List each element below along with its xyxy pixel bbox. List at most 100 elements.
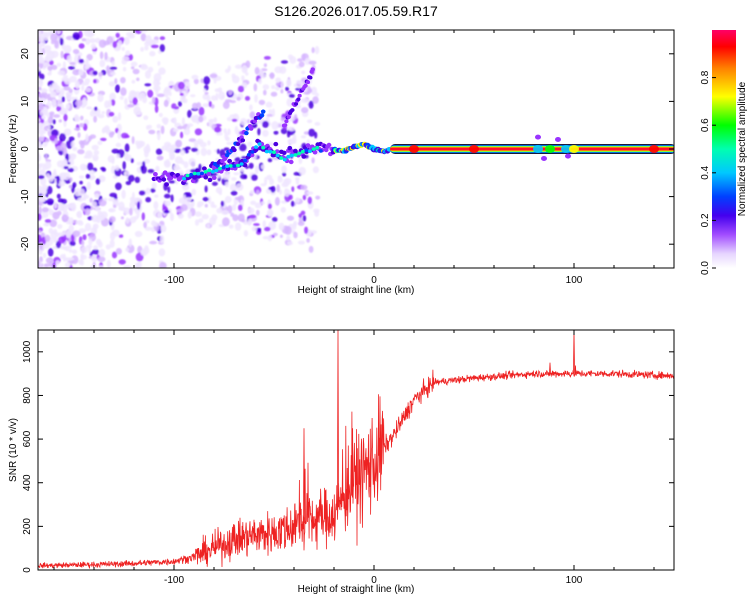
noise-blob <box>287 241 293 246</box>
noise-blob <box>67 217 74 226</box>
noise-blob <box>308 128 316 137</box>
noise-blob <box>174 128 179 132</box>
noise-blob <box>193 78 199 85</box>
noise-blob <box>109 92 116 101</box>
noise-blob <box>157 212 163 219</box>
noise-blob <box>273 130 279 135</box>
noise-blob <box>74 80 80 90</box>
noise-blob <box>114 165 120 171</box>
noise-blob <box>180 204 188 211</box>
noise-blob <box>302 194 307 201</box>
noise-blob <box>280 117 286 122</box>
noise-blob <box>70 141 75 148</box>
ridge-blob <box>300 149 305 154</box>
noise-blob <box>92 154 99 162</box>
spectrogram-xtick-label: 100 <box>566 275 583 286</box>
noise-blob <box>106 36 114 45</box>
snr-ytick-label: 800 <box>22 387 33 404</box>
noise-blob <box>125 180 132 186</box>
noise-blob <box>115 248 122 255</box>
ridge-blob <box>261 145 266 150</box>
noise-blob <box>140 47 145 52</box>
noise-blob <box>257 128 261 136</box>
noise-blob <box>182 98 188 104</box>
band-sidelobe <box>541 156 547 161</box>
noise-blob <box>38 96 42 105</box>
noise-blob <box>92 51 97 55</box>
ridge-blob <box>164 182 170 187</box>
ridge-blob <box>221 165 226 170</box>
noise-blob <box>177 125 184 130</box>
noise-blob <box>280 80 284 90</box>
noise-blob <box>125 32 134 37</box>
ridge-blob <box>182 176 186 181</box>
noise-blob <box>67 167 75 173</box>
noise-blob <box>203 76 211 85</box>
noise-blob <box>68 184 73 189</box>
noise-blob <box>281 165 287 173</box>
noise-blob <box>159 44 165 53</box>
noise-blob <box>62 61 66 70</box>
noise-blob <box>46 31 51 36</box>
band-sidelobe <box>555 137 561 142</box>
noise-blob <box>84 223 92 232</box>
noise-blob <box>245 60 251 69</box>
noise-blob <box>253 223 260 227</box>
noise-blob <box>125 50 131 56</box>
noise-blob <box>85 37 91 45</box>
noise-blob <box>264 176 268 186</box>
noise-blob <box>63 166 69 170</box>
noise-blob <box>38 185 43 190</box>
noise-blob <box>284 225 292 235</box>
noise-blob <box>186 126 190 131</box>
ridge-blob <box>243 158 248 163</box>
noise-blob <box>124 170 130 176</box>
noise-blob <box>216 207 223 214</box>
noise-blob <box>136 111 143 115</box>
noise-blob <box>279 234 283 238</box>
ridge-blob <box>225 164 230 168</box>
noise-blob <box>264 226 271 232</box>
noise-blob <box>124 97 128 106</box>
noise-blob <box>180 160 185 165</box>
noise-blob <box>243 230 249 237</box>
noise-blob <box>187 109 192 118</box>
noise-blob <box>216 148 220 154</box>
noise-blob <box>156 93 165 98</box>
noise-blob <box>173 166 182 171</box>
ridge-blob <box>308 75 313 80</box>
band-sidelobe <box>535 134 541 140</box>
snr-xtick-label: 0 <box>371 575 377 586</box>
noise-blob <box>276 184 281 193</box>
noise-blob <box>248 162 254 169</box>
noise-blob <box>49 219 57 228</box>
noise-blob <box>169 152 176 160</box>
noise-blob <box>71 255 79 265</box>
noise-blob <box>81 240 85 246</box>
noise-blob <box>64 262 71 268</box>
noise-blob <box>217 173 221 178</box>
noise-blob <box>98 248 106 258</box>
noise-blob <box>55 85 61 94</box>
noise-blob <box>115 32 120 38</box>
noise-blob <box>178 197 186 204</box>
noise-blob <box>204 185 208 193</box>
noise-blob <box>241 65 248 74</box>
band-hotspot <box>545 145 555 153</box>
noise-blob <box>185 197 192 203</box>
noise-blob <box>52 119 56 125</box>
noise-blob <box>57 198 64 203</box>
noise-blob <box>292 222 297 230</box>
noise-blob <box>297 240 306 245</box>
noise-blob <box>236 129 241 139</box>
noise-blob <box>201 214 209 220</box>
noise-blob <box>133 215 139 220</box>
noise-blob <box>293 231 298 239</box>
noise-blob <box>272 232 278 237</box>
noise-blob <box>39 73 45 80</box>
ridge-blob <box>206 171 212 177</box>
noise-blob <box>156 81 161 86</box>
noise-blob <box>57 98 62 107</box>
snr-ytick-label: 200 <box>22 518 33 535</box>
